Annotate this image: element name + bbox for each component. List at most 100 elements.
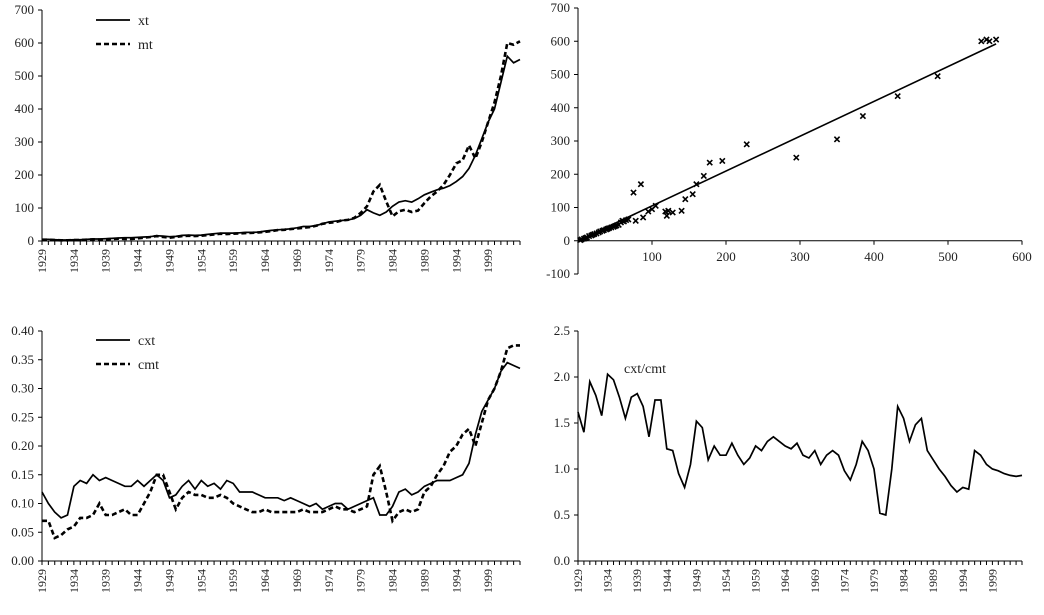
scatter-point <box>706 159 713 166</box>
chart-levels: 0 100 200 300 400 500 600 700 1929 1934 1939 1944 19… <box>15 2 521 273</box>
scatter-point <box>669 209 676 216</box>
y-tick-label: 2.0 <box>554 369 570 384</box>
x-tick-label: 1939 <box>99 569 113 593</box>
x-tick-label: 1934 <box>67 569 81 593</box>
x-tick-label: 1999 <box>481 569 495 593</box>
x-tick-label: 1994 <box>956 569 970 593</box>
x-tick-label: 1954 <box>194 569 208 593</box>
scatter-point <box>682 196 689 203</box>
y-tick-label: 100 <box>551 200 571 215</box>
scatter-point <box>632 217 639 224</box>
scatter-point <box>743 141 750 148</box>
x-tick-label: 1979 <box>354 569 368 593</box>
legend-label-mt: mt <box>138 38 153 53</box>
scatter-point <box>978 38 985 45</box>
scatter-point <box>645 208 652 215</box>
scatter-point <box>637 181 645 188</box>
scatter-point <box>678 207 685 214</box>
x-tick-label: 1984 <box>386 569 400 593</box>
y-tick-label: 0.05 <box>11 524 34 539</box>
y-tick-label: 0 <box>564 233 571 248</box>
y-tick-label: 700 <box>15 2 35 17</box>
x-tick-label: 1989 <box>417 249 431 273</box>
x-tick-label: 1939 <box>99 249 113 273</box>
annotation-label: cxt/cmt <box>624 362 666 377</box>
y-tick-label: 1.0 <box>554 461 570 476</box>
x-tick-label: 1929 <box>35 249 49 273</box>
trend-line <box>577 43 997 242</box>
x-tick-label: 1934 <box>67 249 81 273</box>
y-tick-label: 200 <box>15 167 35 182</box>
x-tick-label: 1969 <box>808 569 822 593</box>
scatter-point <box>665 207 672 214</box>
x-tick-label: 200 <box>716 249 736 264</box>
scatter-point <box>859 112 867 120</box>
y-tick-label: 1.5 <box>554 415 570 430</box>
x-tick-label: 1984 <box>897 569 911 593</box>
x-tick-label: 1979 <box>354 249 368 273</box>
y-tick-label: 400 <box>551 100 571 115</box>
y-tick-label: 0.00 <box>11 553 34 568</box>
x-tick-label: 1969 <box>290 249 304 273</box>
x-tick-label: 1994 <box>449 249 463 273</box>
x-tick-label: 1974 <box>837 569 851 593</box>
y-tick-label: 0.0 <box>554 553 570 568</box>
y-tick-label: 0.30 <box>11 381 34 396</box>
x-tick-label: 1929 <box>35 569 49 593</box>
x-tick-label: 1929 <box>571 569 585 593</box>
y-tick-label: 0 <box>28 233 35 248</box>
scatter-point <box>894 92 901 100</box>
scatter-point <box>630 189 637 196</box>
scatter-point <box>833 136 841 143</box>
legend-label-cmt: cmt <box>138 358 159 373</box>
x-tick-label: 1954 <box>194 249 208 273</box>
y-tick-label: 300 <box>551 133 571 148</box>
x-tick-label: 1949 <box>689 569 703 593</box>
x-tick-label: 300 <box>790 249 810 264</box>
y-tick-label: 0.20 <box>11 438 34 453</box>
x-tick-label: 1959 <box>226 249 240 273</box>
x-tick-label: 1959 <box>226 569 240 593</box>
series-line-xt <box>42 54 521 241</box>
y-tick-label: 0.25 <box>11 409 34 424</box>
scatter-point <box>689 191 696 198</box>
x-tick-label: 1974 <box>322 569 336 593</box>
x-tick-label: 400 <box>864 249 884 264</box>
x-tick-label: 1939 <box>630 569 644 593</box>
x-tick-label: 1944 <box>131 569 145 593</box>
scatter-point <box>693 181 700 188</box>
y-tick-label: 400 <box>15 101 35 116</box>
y-tick-label: 600 <box>551 33 571 48</box>
y-tick-label: 200 <box>551 166 571 181</box>
x-tick-label: 1994 <box>449 569 463 593</box>
legend-label-xt: xt <box>138 14 149 29</box>
x-tick-label: 1944 <box>131 249 145 273</box>
y-tick-label: 700 <box>551 0 571 15</box>
x-tick-label: 1954 <box>719 569 733 593</box>
scatter-point <box>700 172 707 180</box>
x-tick-label: 1999 <box>985 569 999 593</box>
chart-scatter: -100 0 100 200 300 400 500 600 700 100 200 300 400 50… <box>546 0 1032 281</box>
legend-label-cxt: cxt <box>138 334 155 349</box>
x-tick-label: 100 <box>642 249 662 264</box>
x-tick-label: 1974 <box>322 249 336 273</box>
x-tick-label: 600 <box>1012 249 1032 264</box>
scatter-point <box>983 36 990 43</box>
x-tick-label: 1949 <box>162 249 176 273</box>
scatter-point <box>934 72 941 80</box>
scatter-point <box>986 38 993 45</box>
y-tick-label: 0.10 <box>11 496 34 511</box>
x-tick-label: 1964 <box>258 569 272 593</box>
scatter-point <box>663 212 670 219</box>
y-tick-label: 500 <box>15 68 35 83</box>
series-line-cmt <box>42 344 520 540</box>
scatter-point <box>719 157 726 165</box>
x-tick-label: 1944 <box>660 569 674 593</box>
x-tick-label: 1999 <box>481 249 495 273</box>
scatter-point <box>639 214 647 221</box>
y-tick-label: 0.5 <box>554 507 570 522</box>
x-tick-label: 1949 <box>162 569 176 593</box>
y-tick-label: 600 <box>15 35 35 50</box>
chart-ratio-of-ratios: 0.0 0.5 1.0 1.5 2.0 2.5 1929 1934 1939 1944 1949 19… <box>554 323 1023 593</box>
